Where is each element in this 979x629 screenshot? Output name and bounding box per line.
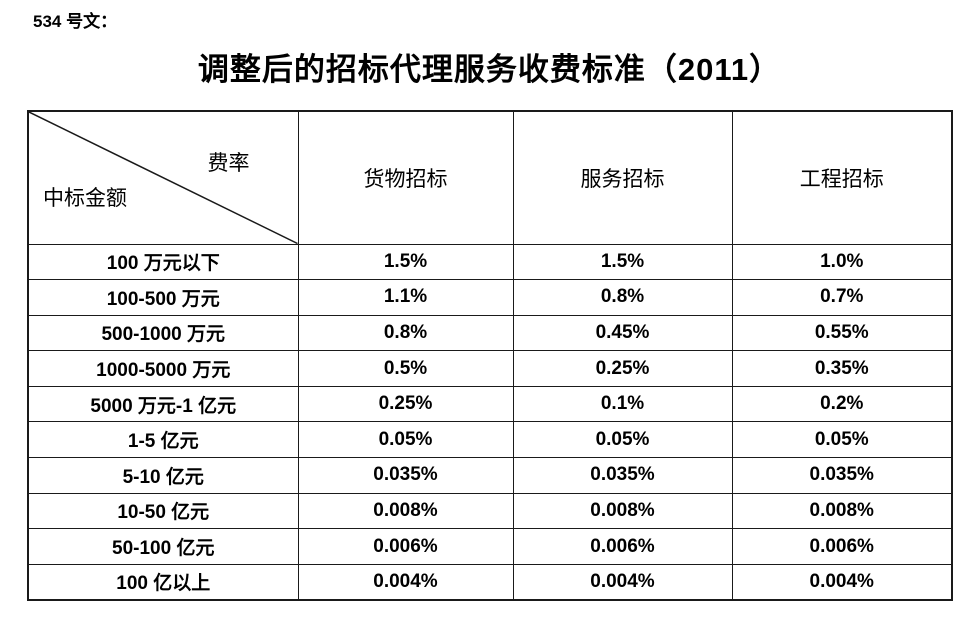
fee-cell: 0.25% [297, 385, 514, 423]
column-header-goods: 货物招标 [297, 110, 514, 245]
fee-cell: 0.006% [297, 528, 514, 565]
amount-range-cell: 500-1000 万元 [27, 314, 299, 352]
amount-range-cell: 100-500 万元 [27, 279, 299, 316]
column-header-services: 服务招标 [512, 110, 733, 245]
fee-cell: 0.7% [731, 279, 953, 316]
corner-label-amount: 中标金额 [43, 186, 127, 210]
fee-cell: 1.5% [297, 243, 514, 281]
column-header-engineering: 工程招标 [731, 110, 953, 245]
header-row: 费率 中标金额 货物招标 服务招标 工程招标 [27, 110, 953, 245]
fee-cell: 1.5% [512, 243, 733, 281]
amount-range-cell: 100 亿以上 [27, 563, 299, 601]
corner-header-cell: 费率 中标金额 [27, 110, 299, 245]
fee-cell: 0.035% [512, 457, 733, 494]
fee-cell: 0.006% [731, 528, 953, 565]
amount-range-cell: 50-100 亿元 [27, 528, 299, 565]
table-row: 5000 万元-1 亿元 0.25% 0.1% 0.2% [27, 385, 953, 423]
fee-cell: 0.55% [731, 314, 953, 352]
table-row: 5-10 亿元 0.035% 0.035% 0.035% [27, 457, 953, 494]
table-row: 100 亿以上 0.004% 0.004% 0.004% [27, 563, 953, 601]
table-row: 10-50 亿元 0.008% 0.008% 0.008% [27, 492, 953, 530]
fee-cell: 0.25% [512, 350, 733, 387]
table-row: 50-100 亿元 0.006% 0.006% 0.006% [27, 528, 953, 565]
fee-cell: 1.0% [731, 243, 953, 281]
fee-cell: 0.006% [512, 528, 733, 565]
fee-cell: 0.035% [731, 457, 953, 494]
amount-range-cell: 5-10 亿元 [27, 457, 299, 494]
fee-cell: 0.8% [512, 279, 733, 316]
fee-cell: 0.004% [731, 563, 953, 601]
fee-cell: 0.004% [297, 563, 514, 601]
amount-range-cell: 1-5 亿元 [27, 421, 299, 459]
page-title: 调整后的招标代理服务收费标准（2011） [197, 52, 782, 87]
amount-range-cell: 100 万元以下 [27, 243, 299, 281]
corner-label-rate: 费率 [207, 152, 250, 175]
fee-cell: 0.05% [297, 421, 514, 459]
table-row: 1000-5000 万元 0.5% 0.25% 0.35% [27, 350, 953, 387]
fee-cell: 0.45% [512, 314, 733, 352]
fee-cell: 0.008% [512, 492, 733, 530]
table-row: 500-1000 万元 0.8% 0.45% 0.55% [27, 314, 953, 352]
fee-cell: 0.004% [512, 563, 733, 601]
table-row: 100 万元以下 1.5% 1.5% 1.0% [27, 243, 953, 281]
fee-cell: 0.35% [731, 350, 953, 387]
table-row: 100-500 万元 1.1% 0.8% 0.7% [27, 279, 953, 316]
fee-cell: 1.1% [297, 279, 514, 316]
fee-cell: 0.8% [297, 314, 514, 352]
fee-cell: 0.05% [512, 421, 733, 459]
fee-cell: 0.008% [297, 492, 514, 530]
table-row: 1-5 亿元 0.05% 0.05% 0.05% [27, 421, 953, 459]
fee-table: 费率 中标金额 货物招标 服务招标 工程招标 100 万元以下 1.5% 1.5… [27, 110, 953, 601]
amount-range-cell: 1000-5000 万元 [27, 350, 299, 387]
diagonal-divider [29, 112, 298, 244]
fee-cell: 0.05% [731, 421, 953, 459]
fee-cell: 0.035% [297, 457, 514, 494]
fee-cell: 0.008% [731, 492, 953, 530]
amount-range-cell: 10-50 亿元 [27, 492, 299, 530]
fee-cell: 0.2% [731, 385, 953, 423]
amount-range-cell: 5000 万元-1 亿元 [27, 385, 299, 423]
fee-cell: 0.1% [512, 385, 733, 423]
doc-number-label: 534 号文： [33, 12, 118, 31]
fee-cell: 0.5% [297, 350, 514, 387]
